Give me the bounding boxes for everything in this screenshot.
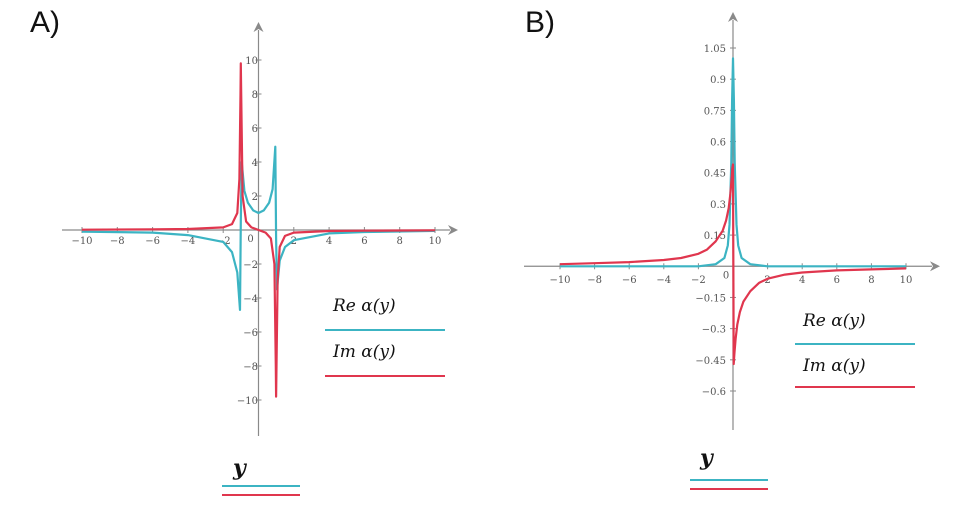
x-tick-label: −10 [549, 275, 570, 286]
y-tick-label: 8 [252, 90, 258, 101]
series-im-line [81, 62, 436, 398]
origin-label: 0 [723, 270, 729, 281]
series-re-line [560, 57, 906, 268]
y-tick-label: 2 [252, 192, 258, 203]
y-tick-label: −0.45 [695, 356, 726, 367]
origin-label: 0 [247, 234, 253, 245]
x-tick-label: 6 [361, 236, 367, 247]
panel-a-label: A) [30, 6, 60, 39]
x-tick-label: −8 [587, 275, 602, 286]
x-axis-arrow-icon [448, 225, 458, 235]
x-tick-label: −8 [110, 236, 125, 247]
y-tick-label: −6 [243, 328, 258, 339]
x-tick-label: 6 [834, 275, 840, 286]
x-tick-label: 4 [799, 275, 805, 286]
y-axis-arrow-icon [728, 12, 738, 22]
y-tick-label: 4 [252, 158, 258, 169]
x-tick-label: 2 [764, 275, 770, 286]
series-im-line [559, 163, 907, 366]
legend-re-label: Re α(y) [802, 311, 866, 331]
x-tick-label: 4 [326, 236, 332, 247]
legend-im-label: Im α(y) [802, 356, 866, 376]
y-tick-label: 0.45 [704, 169, 726, 180]
x-tick-label: 10 [900, 275, 913, 286]
legend-im-label: Im α(y) [332, 342, 396, 362]
series-re-line [81, 145, 436, 311]
y-tick-label: 10 [245, 56, 258, 67]
x-variable-label: y [699, 445, 715, 471]
x-tick-label: −6 [145, 236, 160, 247]
panel-b-label: B) [525, 6, 555, 39]
y-axis-arrow-icon [253, 22, 264, 32]
x-tick-label: 10 [429, 236, 442, 247]
y-tick-label: 0.6 [710, 138, 726, 149]
y-tick-label: −10 [237, 396, 258, 407]
y-tick-label: −0.3 [702, 325, 726, 336]
x-variable-label: y [232, 455, 248, 481]
x-tick-label: −4 [656, 275, 671, 286]
y-tick-label: −4 [243, 294, 258, 305]
y-tick-label: −0.6 [702, 387, 726, 398]
x-tick-label: −4 [181, 236, 196, 247]
y-tick-label: −8 [243, 362, 258, 373]
legend-re-label: Re α(y) [332, 296, 396, 316]
x-tick-label: −10 [71, 236, 92, 247]
y-tick-label: 1.05 [704, 44, 726, 55]
y-tick-label: −0.15 [695, 293, 726, 304]
x-tick-label: −6 [622, 275, 637, 286]
y-tick-label: −2 [243, 260, 258, 271]
y-tick-label: 0.9 [710, 75, 726, 86]
x-tick-label: 8 [397, 236, 403, 247]
y-tick-label: 6 [252, 124, 258, 135]
x-axis-arrow-icon [930, 261, 940, 272]
y-tick-label: 0.75 [704, 106, 726, 117]
x-tick-label: −2 [691, 275, 706, 286]
y-tick-label: 0.15 [704, 231, 726, 242]
x-tick-label: 8 [868, 275, 874, 286]
y-tick-label: 0.3 [710, 200, 726, 211]
